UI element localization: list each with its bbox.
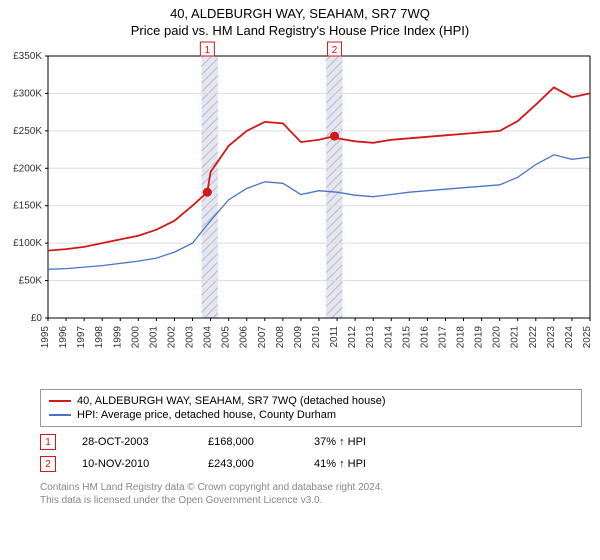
svg-text:2023: 2023 — [546, 326, 557, 349]
svg-text:1995: 1995 — [40, 326, 51, 349]
svg-text:2003: 2003 — [185, 326, 196, 349]
svg-text:2025: 2025 — [582, 326, 593, 349]
svg-text:2001: 2001 — [148, 326, 159, 349]
svg-text:£200K: £200K — [13, 163, 42, 174]
svg-text:£300K: £300K — [13, 88, 42, 99]
line-chart-svg: £0 £50K £100K £150K £200K £250K £300K £350K 1995… — [0, 38, 600, 378]
svg-text:1997: 1997 — [76, 326, 87, 349]
title-address: 40, ALDEBURGH WAY, SEAHAM, SR7 7WQ — [0, 6, 600, 21]
svg-text:2010: 2010 — [311, 326, 322, 349]
svg-text:2021: 2021 — [510, 326, 521, 349]
sale-price: £243,000 — [208, 458, 288, 470]
sale-marker-box: 1 — [40, 434, 56, 450]
svg-text:1999: 1999 — [112, 326, 123, 349]
svg-text:2018: 2018 — [456, 326, 467, 349]
legend-item: HPI: Average price, detached house, Coun… — [49, 408, 573, 422]
svg-text:2006: 2006 — [239, 326, 250, 349]
svg-text:1: 1 — [205, 45, 211, 56]
legend-item: 40, ALDEBURGH WAY, SEAHAM, SR7 7WQ (deta… — [49, 394, 573, 408]
svg-text:2013: 2013 — [365, 326, 376, 349]
svg-text:2009: 2009 — [293, 326, 304, 349]
svg-text:£0: £0 — [31, 313, 43, 324]
svg-text:2007: 2007 — [257, 326, 268, 349]
svg-text:2: 2 — [332, 45, 338, 56]
legend-swatch — [49, 400, 71, 402]
svg-text:2022: 2022 — [528, 326, 539, 349]
legend-swatch — [49, 414, 71, 416]
table-row: 2 10-NOV-2010 £243,000 41% ↑ HPI — [40, 453, 582, 475]
svg-text:2004: 2004 — [203, 326, 214, 349]
chart-container: 40, ALDEBURGH WAY, SEAHAM, SR7 7WQ Price… — [0, 0, 600, 507]
svg-text:£250K: £250K — [13, 126, 42, 137]
sales-table: 1 28-OCT-2003 £168,000 37% ↑ HPI 2 10-NO… — [40, 431, 582, 475]
sale-date: 10-NOV-2010 — [82, 458, 182, 470]
sale-marker-box: 2 — [40, 456, 56, 472]
legend-box: 40, ALDEBURGH WAY, SEAHAM, SR7 7WQ (deta… — [40, 389, 582, 427]
attribution-line: Contains HM Land Registry data © Crown c… — [40, 481, 582, 494]
svg-text:1996: 1996 — [58, 326, 69, 349]
table-row: 1 28-OCT-2003 £168,000 37% ↑ HPI — [40, 431, 582, 453]
titles-block: 40, ALDEBURGH WAY, SEAHAM, SR7 7WQ Price… — [0, 0, 600, 38]
svg-text:£350K: £350K — [13, 51, 42, 62]
svg-text:2008: 2008 — [275, 326, 286, 349]
attribution-text: Contains HM Land Registry data © Crown c… — [40, 481, 582, 507]
title-subtitle: Price paid vs. HM Land Registry's House … — [0, 23, 600, 38]
svg-text:1998: 1998 — [94, 326, 105, 349]
sale-pct: 37% ↑ HPI — [314, 436, 414, 448]
svg-text:2014: 2014 — [383, 326, 394, 349]
sale-date: 28-OCT-2003 — [82, 436, 182, 448]
svg-text:2019: 2019 — [474, 326, 485, 349]
svg-text:2002: 2002 — [166, 326, 177, 349]
svg-text:2012: 2012 — [347, 326, 358, 349]
attribution-line: This data is licensed under the Open Gov… — [40, 494, 582, 507]
svg-text:2000: 2000 — [130, 326, 141, 349]
svg-text:2011: 2011 — [329, 326, 340, 348]
sale-pct: 41% ↑ HPI — [314, 458, 414, 470]
sale-price: £168,000 — [208, 436, 288, 448]
svg-text:2005: 2005 — [221, 326, 232, 349]
svg-text:£150K: £150K — [13, 201, 42, 212]
svg-text:2024: 2024 — [564, 326, 575, 349]
legend-label: HPI: Average price, detached house, Coun… — [77, 409, 336, 421]
svg-text:2017: 2017 — [437, 326, 448, 349]
svg-text:£100K: £100K — [13, 238, 42, 249]
legend-label: 40, ALDEBURGH WAY, SEAHAM, SR7 7WQ (deta… — [77, 395, 386, 407]
chart-area: £0 £50K £100K £150K £200K £250K £300K £350K 1995… — [0, 38, 600, 383]
svg-text:£50K: £50K — [19, 276, 43, 287]
svg-text:2015: 2015 — [401, 326, 412, 349]
svg-text:2016: 2016 — [419, 326, 430, 349]
svg-text:2020: 2020 — [492, 326, 503, 349]
